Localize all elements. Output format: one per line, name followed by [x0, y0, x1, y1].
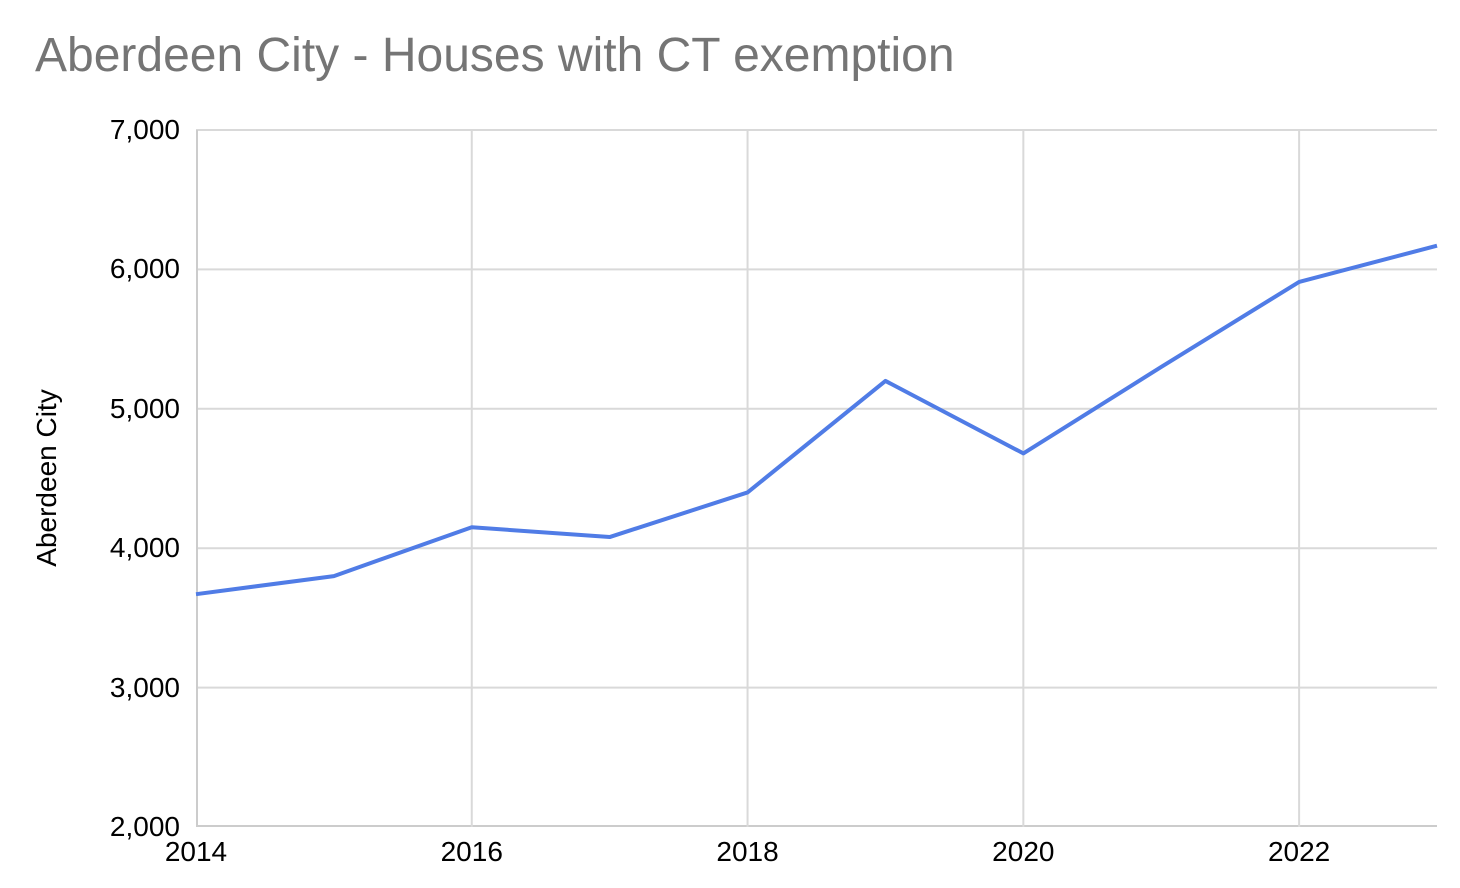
line-chart-svg [195, 129, 1438, 827]
x-tick-label: 2016 [440, 836, 503, 867]
y-tick-label: 3,000 [109, 671, 180, 703]
series-line [195, 243, 1438, 597]
x-tick-label: 2020 [992, 836, 1055, 867]
y-tick-label: 6,000 [109, 253, 180, 285]
y-tick-label: 7,000 [109, 114, 180, 145]
y-tick-label: 2,000 [109, 811, 180, 842]
x-tick-label: 2022 [1267, 836, 1331, 867]
plot-area [195, 129, 1438, 827]
chart-title: Aberdeen City - Houses with CT exemption [35, 29, 955, 82]
x-tick-label: 2018 [716, 836, 779, 867]
y-tick-label: 4,000 [109, 532, 180, 564]
x-tick-label: 2014 [164, 836, 228, 867]
y-tick-label: 5,000 [109, 392, 180, 424]
